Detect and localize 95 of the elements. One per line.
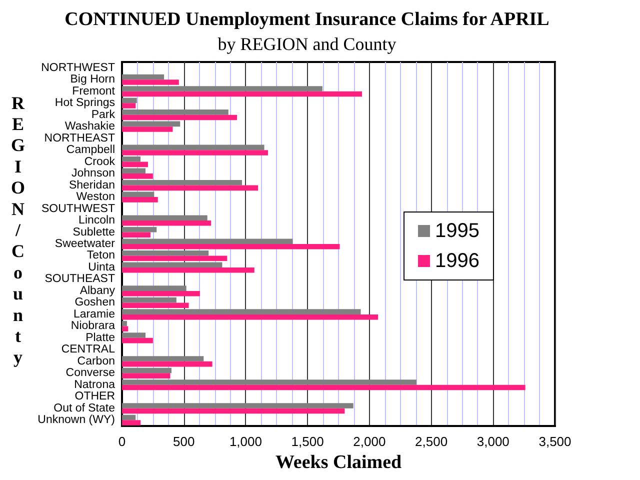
bar bbox=[122, 368, 172, 374]
bar bbox=[122, 114, 238, 120]
bar bbox=[122, 338, 153, 344]
bar bbox=[122, 226, 157, 232]
bar bbox=[122, 110, 228, 115]
y-tick-label: Sublette bbox=[72, 226, 115, 238]
bar bbox=[122, 326, 128, 332]
bar bbox=[122, 256, 228, 262]
bar bbox=[122, 414, 136, 420]
y-tick-label: SOUTHWEST bbox=[42, 202, 115, 215]
bar bbox=[122, 98, 137, 104]
bar bbox=[122, 162, 148, 168]
bar bbox=[122, 267, 254, 273]
y-tick-label: OTHER bbox=[74, 390, 115, 403]
bar bbox=[122, 420, 141, 426]
bar bbox=[122, 302, 189, 308]
y-tick-label: Sheridan bbox=[68, 179, 115, 192]
bar bbox=[122, 232, 150, 238]
x-tick-label: 2,000 bbox=[353, 434, 386, 449]
chart-subtitle: by REGION and County bbox=[218, 34, 396, 54]
bar bbox=[122, 121, 180, 127]
bar bbox=[122, 384, 526, 390]
bar bbox=[122, 314, 378, 320]
bar bbox=[122, 220, 212, 226]
y-tick-label: Platte bbox=[86, 332, 115, 344]
legend-label: 1996 bbox=[435, 250, 480, 272]
x-axis-title: Weeks Claimed bbox=[275, 452, 402, 473]
y-tick-label: Sweetwater bbox=[54, 238, 116, 250]
y-tick-label: NORTHWEST bbox=[41, 62, 115, 74]
bar bbox=[122, 297, 176, 303]
bar bbox=[122, 86, 322, 92]
y-tick-label: Washakie bbox=[64, 120, 115, 133]
legend-label: 1995 bbox=[435, 220, 480, 242]
bar bbox=[122, 168, 146, 174]
bar bbox=[122, 156, 141, 162]
bar bbox=[122, 144, 264, 150]
y-tick-label: Hot Springs bbox=[54, 97, 116, 110]
bar bbox=[122, 185, 258, 191]
bar bbox=[122, 286, 186, 291]
y-tick-label: Campbell bbox=[66, 144, 115, 156]
y-tick-label: CENTRAL bbox=[61, 344, 116, 356]
bar bbox=[122, 80, 179, 85]
bar bbox=[122, 408, 345, 414]
y-tick-label: Laramie bbox=[73, 308, 115, 320]
bar bbox=[122, 103, 136, 108]
x-tick-label: 2,500 bbox=[415, 434, 448, 449]
x-tick-label: 1,000 bbox=[229, 434, 262, 449]
y-tick-label: Crook bbox=[84, 156, 116, 168]
x-tick-label: 0 bbox=[118, 434, 126, 449]
text: REGION/County bbox=[10, 92, 26, 368]
x-tick-label: 3,000 bbox=[476, 434, 510, 449]
y-tick-label: Weston bbox=[76, 191, 115, 204]
bar bbox=[122, 403, 354, 408]
bar bbox=[122, 174, 153, 179]
y-tick-label: Albany bbox=[80, 284, 116, 297]
bar bbox=[122, 250, 209, 256]
bar bbox=[122, 238, 293, 244]
bar bbox=[122, 197, 158, 202]
bar bbox=[122, 150, 268, 156]
y-tick-label: NORTHEAST bbox=[44, 132, 115, 144]
y-tick-label: Goshen bbox=[74, 296, 115, 309]
bar bbox=[122, 192, 154, 198]
y-tick-label: Johnson bbox=[72, 168, 115, 180]
bar bbox=[122, 309, 361, 314]
bar bbox=[122, 290, 200, 296]
bar bbox=[122, 215, 208, 221]
bar bbox=[122, 332, 146, 338]
y-tick-label: Niobrara bbox=[70, 320, 116, 332]
bar bbox=[122, 180, 242, 186]
y-tick-label: Big Horn bbox=[70, 74, 115, 86]
x-tick-label: 1,500 bbox=[291, 434, 324, 449]
bar bbox=[122, 380, 416, 385]
bar bbox=[122, 356, 204, 362]
chart-title: CONTINUED Unemployment Insurance Claims for APRIL bbox=[64, 9, 550, 30]
bar bbox=[122, 91, 362, 97]
bar bbox=[122, 373, 170, 378]
bar bbox=[122, 262, 222, 268]
y-tick-label: Teton bbox=[86, 250, 115, 262]
y-tick-label: Uinta bbox=[88, 261, 116, 274]
y-tick-label: Carbon bbox=[77, 355, 115, 368]
y-tick-label: Natrona bbox=[74, 378, 116, 391]
y-tick-label: SOUTHEAST bbox=[44, 273, 115, 286]
bar bbox=[122, 244, 340, 250]
bar bbox=[122, 74, 164, 80]
bar bbox=[122, 361, 212, 367]
x-tick-label: 500 bbox=[173, 434, 195, 449]
y-tick-label: Converse bbox=[66, 367, 115, 380]
y-tick-label: Park bbox=[91, 108, 116, 121]
y-tick-label: Lincoln bbox=[78, 214, 115, 227]
bar bbox=[122, 320, 127, 326]
y-tick-label: Out of State bbox=[54, 402, 115, 414]
bar bbox=[122, 126, 173, 132]
x-tick-label: 3,500 bbox=[538, 434, 572, 449]
y-tick-label: Unknown (WY) bbox=[38, 414, 116, 426]
y-tick-label: Fremont bbox=[72, 85, 116, 98]
